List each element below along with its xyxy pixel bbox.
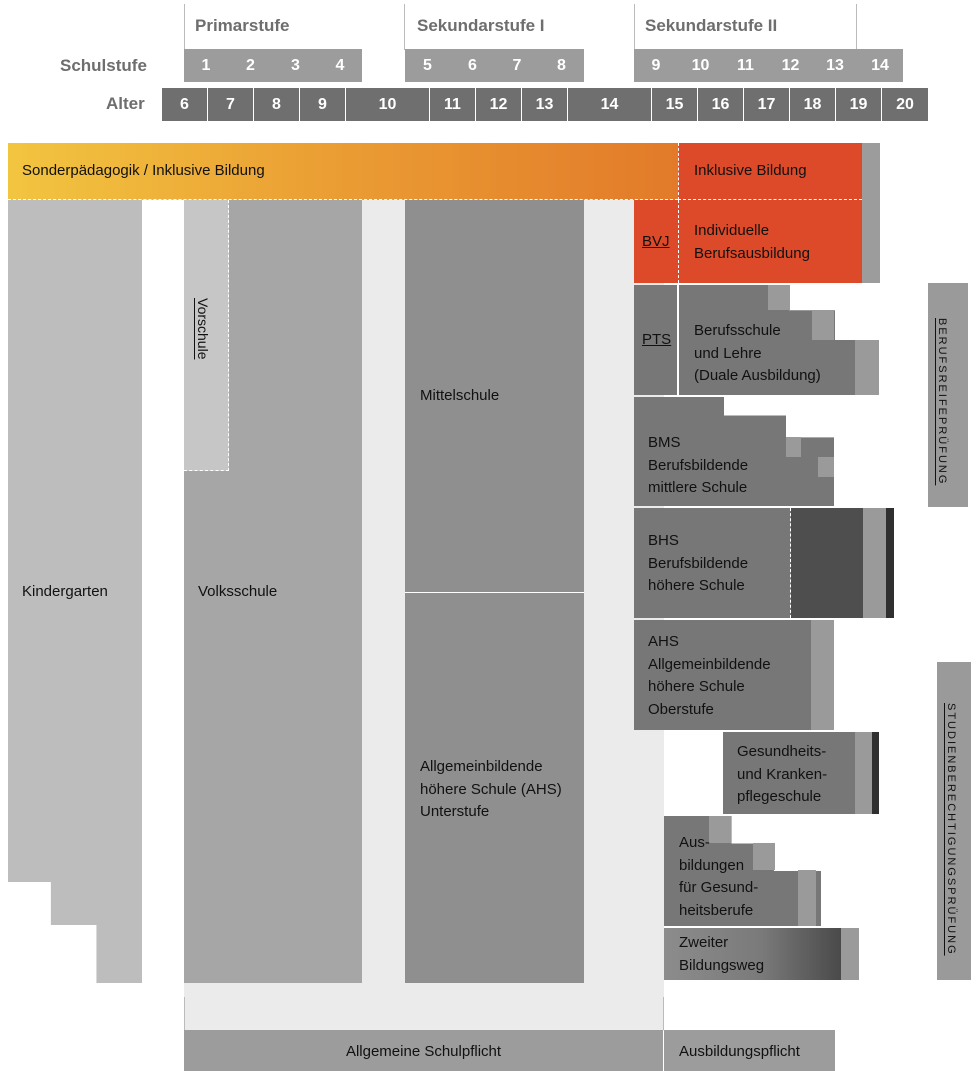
bhs-dark-block <box>791 508 863 618</box>
alter-13: 13 <box>522 88 568 121</box>
berufsreife-bar <box>928 283 968 507</box>
bvj-block <box>634 200 678 283</box>
alter-16: 16 <box>698 88 744 121</box>
alter-15: 15 <box>652 88 698 121</box>
gesundheit-extension-light <box>855 732 872 814</box>
alter-10: 10 <box>346 88 430 121</box>
alter-bar <box>162 88 928 121</box>
alter-14: 14 <box>568 88 652 121</box>
ahs-unterstufe-block <box>405 593 584 983</box>
schulstufe-12: 12 <box>781 56 800 74</box>
ausbildungen-label: Aus- bildungen für Gesund- heitsberufe <box>679 834 759 919</box>
alter-9: 9 <box>300 88 346 121</box>
individuelle-berufsausbildung-label: Individuelle Berufsausbildung <box>694 222 810 262</box>
bhs-block <box>634 508 791 618</box>
ahs-oberstufe-label: AHS Allgemeinbildende höhere Schule Ober… <box>648 633 771 718</box>
alter-7: 7 <box>208 88 254 121</box>
bms-step-1 <box>786 437 801 457</box>
gesundheit-block <box>723 732 855 814</box>
inklusive-bildung-label: Inklusive Bildung <box>694 162 807 179</box>
schulstufe-5: 5 <box>423 56 432 74</box>
schulstufe-8: 8 <box>557 56 566 74</box>
alter-12: 12 <box>476 88 522 121</box>
stage-bracket-sek2 <box>634 4 857 50</box>
zweiter-bildungsweg-extension <box>841 928 859 980</box>
kindergarten-label: Kindergarten <box>22 583 108 600</box>
schulstufe-bar-sek1 <box>405 49 584 82</box>
schulstufe-bar-sek2 <box>634 49 903 82</box>
schulstufe-9: 9 <box>651 56 661 74</box>
sonderpaedagogik-band <box>8 143 678 200</box>
ausbildungspflicht-label: Ausbildungspflicht <box>679 1043 800 1060</box>
alter-6: 6 <box>162 88 208 121</box>
vorschule-label: Vorschule <box>195 298 211 360</box>
gesundheit-extension-dark <box>872 732 879 814</box>
individuelle-berufsausbildung-block <box>678 200 862 283</box>
alter-11: 11 <box>430 88 476 121</box>
studienberechtigung-bar <box>937 662 971 980</box>
schulstufe-bar-primar <box>184 49 362 82</box>
schulstufe-14: 14 <box>871 56 889 74</box>
background-panel-bottom <box>184 983 664 1031</box>
schulstufe-4: 4 <box>335 56 345 74</box>
schulstufe-2: 2 <box>246 56 255 74</box>
ausbildungen-step-3 <box>798 870 816 926</box>
zweiter-bildungsweg-block <box>664 928 841 980</box>
ahs-oberstufe-block <box>634 620 811 730</box>
stage-sekundarstufe-2: Sekundarstufe II <box>645 16 778 35</box>
alter-17: 17 <box>744 88 790 121</box>
gesundheit-label: Gesundheits- und Kranken- pflegeschule <box>737 743 828 805</box>
volksschule-label: Volksschule <box>198 583 278 600</box>
schulstufe-10: 10 <box>691 56 710 74</box>
ahs-oberstufe-extension <box>811 620 834 730</box>
ausbildungen-step-1 <box>709 816 731 843</box>
sonderpaedagogik-label: Sonderpädagogik / Inklusive Bildung <box>22 162 265 179</box>
berufsschule-step-2 <box>812 310 834 340</box>
pts-block <box>634 285 677 395</box>
vorschule-block <box>184 200 229 471</box>
alter-19: 19 <box>836 88 882 121</box>
bms-step-2 <box>818 457 834 477</box>
alter-8: 8 <box>254 88 300 121</box>
berufsschule-label: Berufsschule und Lehre (Duale Ausbildung… <box>694 322 821 384</box>
berufsschule-step-3 <box>855 340 879 395</box>
alter-18: 18 <box>790 88 836 121</box>
inklusive-bildung-extension <box>862 143 880 283</box>
ausbildungspflicht-bar <box>664 1030 835 1071</box>
schulpflicht-bar <box>184 1030 663 1071</box>
schulstufe-3: 3 <box>291 56 300 74</box>
inklusive-bildung-band <box>678 143 862 200</box>
ausbildungen-step-2 <box>753 843 775 870</box>
mittelschule-label: Mittelschule <box>420 387 500 404</box>
schulstufe-1: 1 <box>201 56 211 74</box>
footer-divider-mid <box>663 997 664 1030</box>
bhs-label: BHS Berufsbildende höhere Schule <box>648 532 749 594</box>
bhs-extension-light <box>863 508 886 618</box>
schulstufe-6: 6 <box>468 56 477 74</box>
ahs-unterstufe-label: Allgemeinbildende höhere Schule (AHS) Un… <box>420 758 562 820</box>
bhs-extension-dark <box>886 508 894 618</box>
mittelschule-block <box>405 200 584 592</box>
stage-bracket-primar <box>184 4 405 50</box>
kindergarten-block <box>8 200 142 983</box>
alter-label: Alter <box>106 94 145 113</box>
alter-20: 20 <box>896 95 914 113</box>
schulstufe-11: 11 <box>737 56 754 74</box>
footer-divider-left <box>184 997 185 1030</box>
schulstufe-7: 7 <box>512 56 522 74</box>
studienberechtigung-label: STUDIENBERECHTIGUNGSPRÜFUNG <box>945 703 957 956</box>
pts-label: PTS <box>642 331 672 348</box>
bms-label: BMS Berufsbildende mittlere Schule <box>648 434 749 496</box>
schulstufe-label: Schulstufe <box>60 56 147 75</box>
stage-sekundarstufe-1: Sekundarstufe I <box>417 16 545 35</box>
schulpflicht-label: Allgemeine Schulpflicht <box>345 1043 502 1060</box>
schulstufe-13: 13 <box>826 56 844 74</box>
zweiter-bildungsweg-label: Zweiter Bildungsweg <box>679 934 765 974</box>
background-panel-left <box>362 200 405 983</box>
stage-primarstufe: Primarstufe <box>195 16 290 35</box>
berufsreife-label: BERUFSREIFEPRÜFUNG <box>936 318 948 486</box>
berufsschule-step-1 <box>768 285 790 310</box>
bvj-label: BVJ <box>642 233 670 250</box>
